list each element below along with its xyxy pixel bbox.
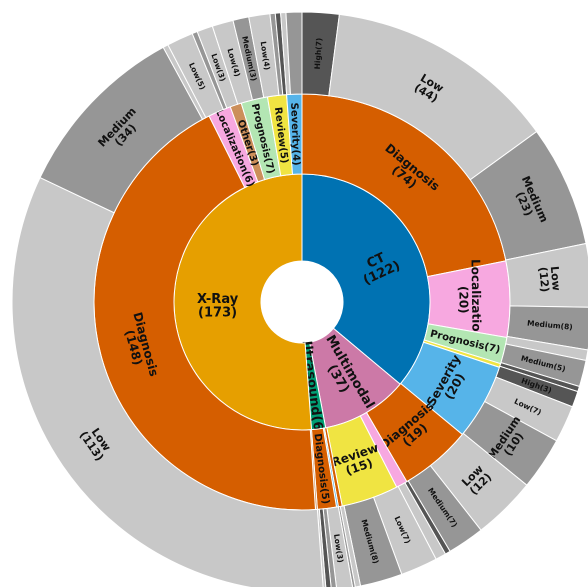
severity-segment-low-23 [11, 176, 324, 587]
severity-label-low-31: Low(4) [259, 41, 272, 71]
modality-label-x-ray-3: X-Ray (173) [197, 292, 239, 321]
severity-label-medium-4: Medium(8) [527, 319, 573, 332]
severity-label-high-0: High(7) [313, 37, 324, 69]
task-label-severity-17: Severity(4) [288, 102, 301, 165]
severity-label-low-3: Low(12) [536, 265, 563, 293]
task-label-localization-1: Localization(20) [456, 259, 484, 340]
severity-segment-medium-35 [285, 11, 303, 95]
center-hole [262, 262, 342, 342]
severity-label-low-19: Low(3) [332, 533, 345, 563]
